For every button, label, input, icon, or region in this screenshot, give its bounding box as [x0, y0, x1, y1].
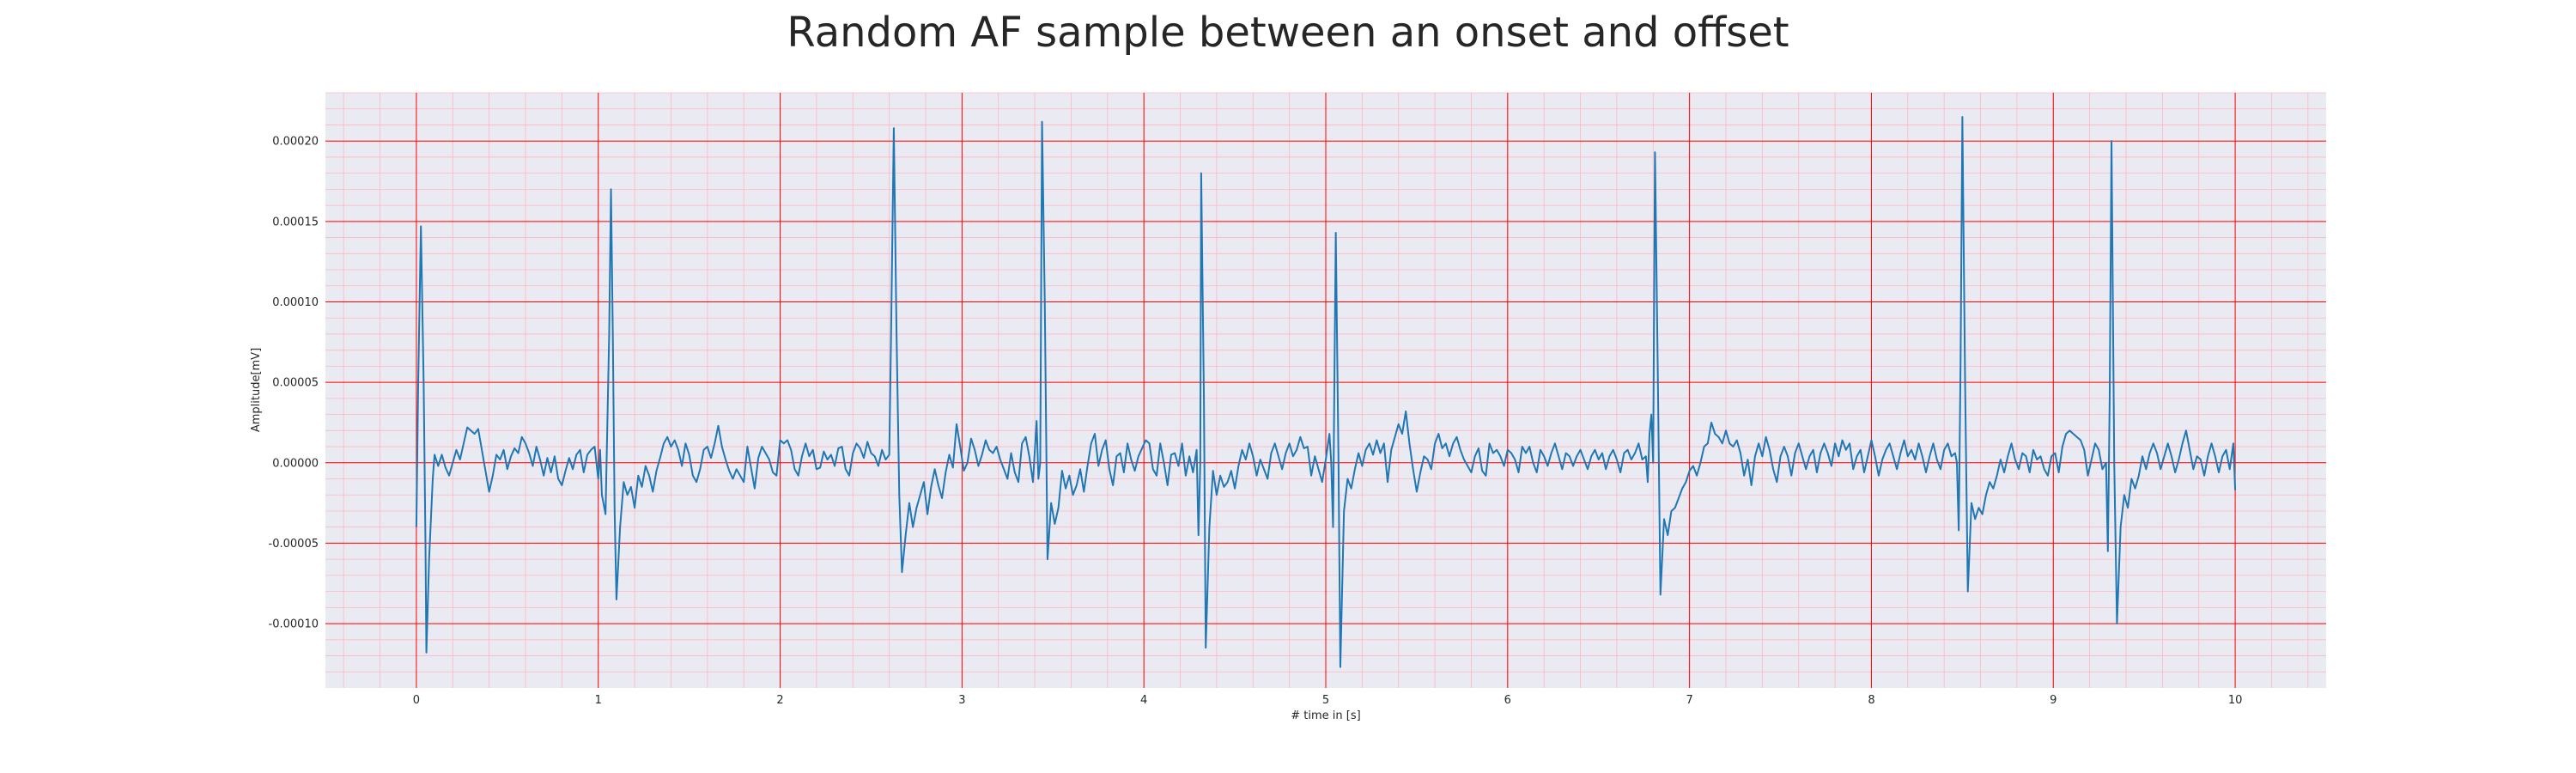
y-tick-label: 0.00005: [272, 377, 319, 390]
x-axis-label: # time in [s]: [1291, 709, 1360, 722]
x-tick-label: 6: [1504, 694, 1511, 707]
y-tick-label: -0.00010: [269, 618, 319, 631]
chart-title: Random AF sample between an onset and of…: [787, 9, 1789, 57]
y-tick-label: -0.00005: [269, 538, 319, 551]
x-tick-label: 2: [776, 694, 783, 707]
x-tick-label: 0: [413, 694, 420, 707]
x-tick-label: 7: [1686, 694, 1692, 707]
y-axis-ticks: -0.00010 -0.00005 0.00000 0.00005 0.00010 0.0…: [269, 136, 319, 631]
y-tick-label: 0.00000: [272, 457, 319, 470]
x-tick-label: 10: [2228, 694, 2243, 707]
x-tick-label: 9: [2050, 694, 2057, 707]
series-layer: [415, 116, 2237, 668]
x-tick-label: 3: [958, 694, 965, 707]
y-tick-label: 0.00015: [272, 216, 319, 228]
ecg-series-line: [415, 116, 2237, 668]
x-tick-label: 8: [1868, 694, 1874, 707]
x-tick-label: 1: [595, 694, 602, 707]
x-axis-ticks: 0 1 2 3 4 5 6 7 8 9 10: [413, 694, 2243, 707]
y-tick-label: 0.00020: [272, 136, 319, 149]
x-tick-label: 5: [1322, 694, 1329, 707]
y-tick-label: 0.00010: [272, 296, 319, 309]
y-axis-label: Amplitude[mV]: [250, 348, 263, 432]
x-tick-label: 4: [1140, 694, 1147, 707]
